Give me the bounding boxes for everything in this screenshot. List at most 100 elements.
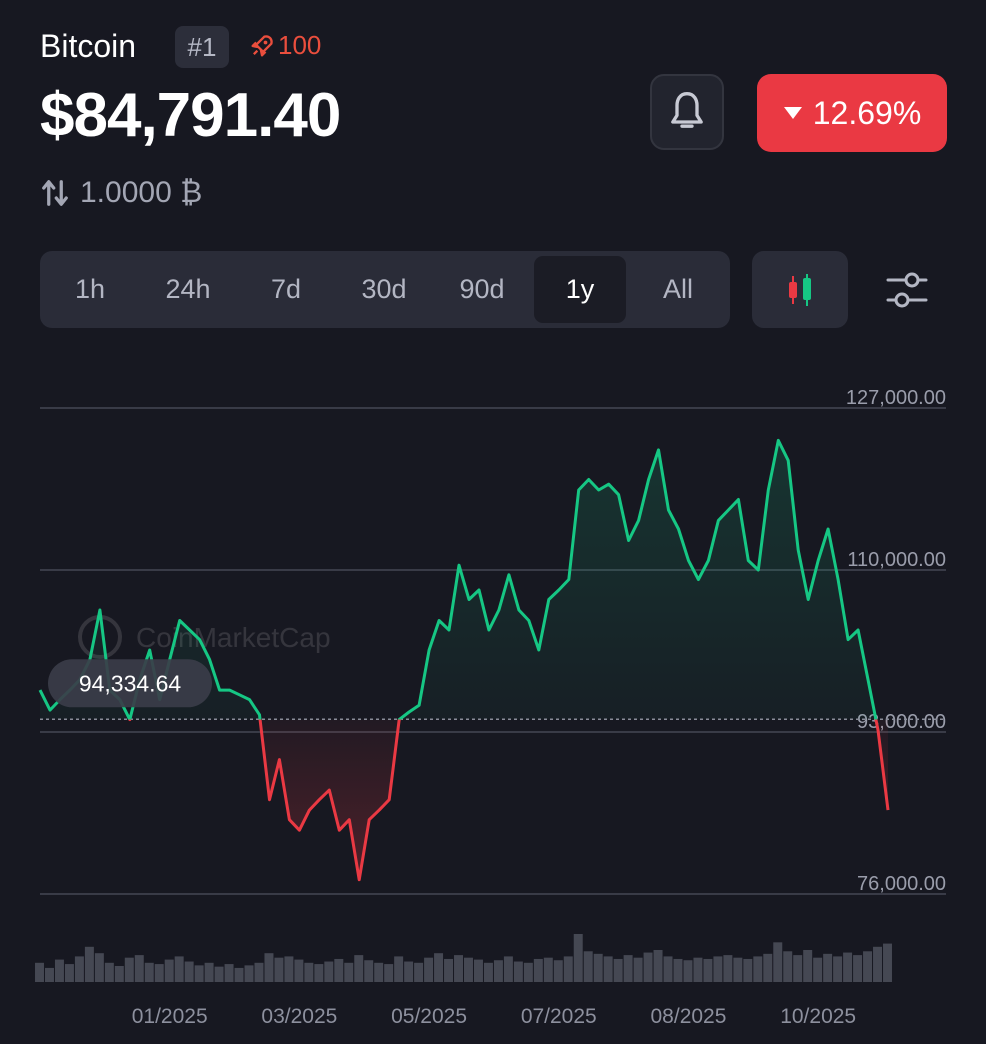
volume-bar (593, 953, 603, 982)
volume-bar (553, 960, 563, 982)
volume-bar (294, 959, 304, 982)
volume-bar (464, 957, 473, 982)
volume-bar (643, 952, 653, 982)
volume-bar (603, 956, 613, 982)
price-line (38, 438, 890, 882)
volume-bar (454, 955, 463, 982)
change-text: 12.69% (812, 94, 922, 131)
volume-bar (424, 957, 434, 982)
volume-bar (164, 959, 174, 982)
range-tab[interactable]: 7d (270, 274, 302, 304)
x-tick-label: 05/2025 (391, 1005, 467, 1028)
volume-bar (274, 957, 284, 982)
range-tab[interactable]: 90d (459, 274, 505, 304)
volume-bar (473, 959, 483, 982)
volume-bar (633, 957, 643, 982)
watermark: CoinMarketCap (136, 622, 331, 653)
candle-toggle[interactable] (752, 251, 848, 328)
bell-icon (671, 91, 703, 128)
volume-bar (394, 956, 404, 982)
volume-bar (114, 966, 124, 982)
volume-bar (154, 964, 164, 982)
x-tick-label: 10/2025 (780, 1005, 856, 1028)
volume-bar (74, 956, 84, 982)
volume-bar (174, 956, 184, 982)
volume-bar (883, 943, 892, 982)
volume-bar (124, 957, 134, 982)
volume-bar (354, 955, 364, 982)
range-tab[interactable]: 30d (361, 274, 407, 304)
volume-bar (853, 955, 863, 982)
volume-bar (833, 956, 843, 982)
watermark-logo (78, 615, 122, 659)
volume-bar (194, 965, 204, 982)
volume-bar (364, 960, 374, 982)
y-tick-label: 76,000.00 (857, 873, 946, 895)
volume-bar (244, 965, 254, 982)
volume-bar (134, 955, 144, 982)
watchlist-count[interactable]: 100 (248, 30, 321, 61)
swap-icon (42, 180, 68, 206)
volume-bar (793, 955, 803, 982)
volume-bar (573, 934, 583, 982)
volume-bar (414, 962, 424, 982)
volume-bar (344, 962, 354, 982)
volume-bar (284, 956, 294, 982)
volume-bar (204, 962, 214, 982)
volume-bar (104, 962, 114, 982)
volume-bar (214, 966, 224, 982)
volume-bar (753, 956, 763, 982)
range-tab[interactable]: 1h (74, 274, 106, 304)
volume-bar (54, 959, 64, 982)
volume-bar (44, 967, 54, 982)
volume-bar (743, 958, 753, 982)
change-badge: 12.69% (757, 74, 947, 152)
volume-bar (64, 964, 74, 982)
volume-bar (404, 961, 414, 982)
volume-bar (723, 955, 733, 982)
y-tick-label: 93,000.00 (857, 711, 946, 733)
conversion-text: 1.0000 ₿ (80, 176, 203, 209)
y-tick-label: 110,000.00 (847, 549, 946, 571)
volume-bar (703, 958, 713, 982)
volume-bar (673, 958, 683, 982)
sliders-icon (886, 272, 928, 308)
baseline-pill (48, 659, 212, 708)
volume-bar (763, 953, 773, 982)
volume-bar (144, 962, 154, 982)
settings-button[interactable] (884, 268, 930, 317)
conversion[interactable]: 1.0000 ₿ (40, 176, 202, 210)
volume-bar (264, 953, 274, 982)
volume-bar (843, 952, 853, 982)
volume-bar (583, 951, 593, 982)
baseline-label: 94,334.64 (79, 670, 182, 696)
volume-bar (493, 960, 503, 982)
volume-bar (503, 956, 513, 982)
y-tick-label: 127,000.00 (846, 387, 946, 409)
volume-bar (35, 962, 44, 982)
volume-bar (683, 960, 693, 982)
price: $84,791.40 (40, 81, 341, 150)
volume-bar (254, 962, 264, 982)
x-tick-label: 03/2025 (261, 1005, 337, 1028)
volume-bar (523, 962, 533, 982)
volume-bar (783, 951, 793, 982)
range-tab[interactable]: 24h (165, 274, 211, 304)
volume-bar (384, 964, 394, 982)
volume-bar (533, 958, 543, 982)
volume-bar (324, 961, 334, 982)
down-triangle (783, 107, 802, 119)
alert-button[interactable] (650, 74, 724, 150)
range-tab[interactable]: 1y (534, 256, 626, 323)
range-tab[interactable]: All (662, 274, 693, 304)
volume-bar (803, 950, 813, 982)
volume-bar (94, 953, 104, 982)
volume-bar (224, 964, 234, 982)
volume-bar (374, 962, 384, 982)
volume-bar (444, 958, 454, 982)
volume-bar (563, 956, 573, 982)
volume-bar (663, 956, 673, 982)
x-tick-label: 08/2025 (651, 1005, 727, 1028)
